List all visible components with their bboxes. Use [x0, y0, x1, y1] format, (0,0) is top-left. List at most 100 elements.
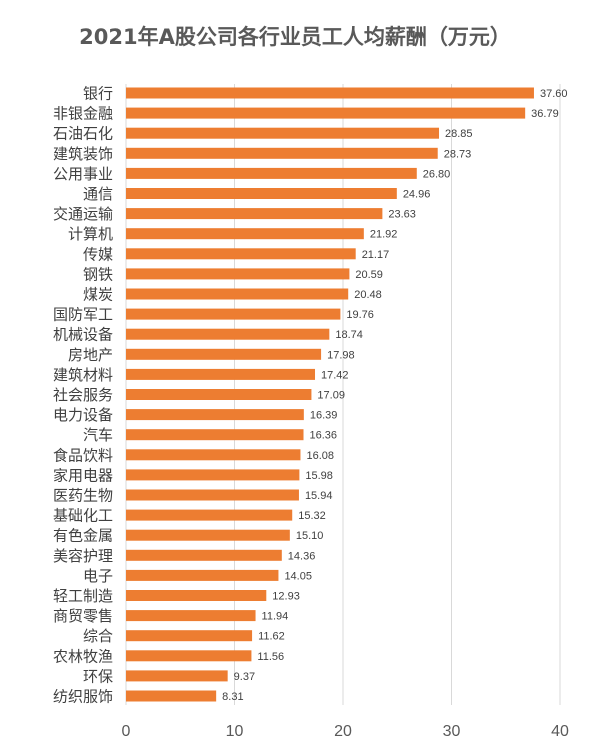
- x-tick-label: 0: [122, 723, 131, 740]
- bar: [126, 569, 279, 581]
- bar: [126, 308, 341, 320]
- gridlines: [125, 84, 561, 705]
- bar: [126, 469, 300, 481]
- bar: [126, 509, 293, 521]
- data-label: 20.48: [354, 289, 382, 301]
- bar: [126, 248, 356, 260]
- data-label: 16.36: [310, 430, 338, 442]
- category-label: 石油石化: [53, 125, 113, 143]
- data-label: 26.80: [423, 168, 451, 180]
- data-label: 14.05: [284, 570, 312, 582]
- bar: [126, 87, 534, 99]
- bar: [126, 127, 440, 139]
- category-label: 传媒: [83, 245, 113, 263]
- category-label: 综合: [83, 627, 113, 645]
- data-label: 8.31: [222, 691, 243, 703]
- category-label: 煤炭: [83, 286, 113, 304]
- bars-group: [126, 87, 534, 702]
- value-labels: 37.60 36.79 28.85 28.73 26.80 24.96 23.63 21.92…: [222, 88, 567, 703]
- data-label: 12.93: [272, 591, 300, 603]
- data-label: 37.60: [540, 88, 568, 100]
- data-label: 28.73: [444, 148, 472, 160]
- category-labels: 银行非银金融石油石化建筑装饰公用事业通信交通运输计算机传媒钢铁煤炭国防军工机械设…: [53, 85, 113, 706]
- data-label: 16.08: [306, 450, 334, 462]
- bar: [126, 549, 282, 561]
- data-label: 23.63: [388, 209, 416, 221]
- category-label: 农林牧渔: [53, 647, 113, 665]
- data-label: 11.94: [262, 611, 289, 623]
- bar: [126, 167, 417, 179]
- bar: [126, 268, 350, 280]
- data-label: 17.42: [321, 369, 349, 381]
- category-label: 国防军工: [53, 306, 113, 324]
- data-label: 20.59: [355, 269, 383, 281]
- bar: [126, 208, 383, 220]
- bar: [126, 409, 304, 421]
- data-label: 17.98: [327, 349, 355, 361]
- category-label: 房地产: [68, 346, 113, 364]
- bar: [126, 147, 438, 159]
- bar: [126, 489, 299, 501]
- data-label: 21.92: [370, 229, 398, 241]
- category-label: 轻工制造: [53, 587, 113, 605]
- x-axis-ticks: 0 10 20 30 40: [122, 723, 569, 740]
- x-tick-label: 40: [551, 723, 569, 740]
- data-label: 14.36: [288, 550, 316, 562]
- category-label: 有色金属: [53, 527, 113, 545]
- category-label: 社会服务: [53, 386, 113, 404]
- data-label: 15.10: [296, 530, 324, 542]
- category-label: 公用事业: [53, 165, 113, 183]
- bar: [126, 650, 252, 662]
- data-label: 11.62: [258, 631, 285, 643]
- bar: [126, 610, 256, 622]
- category-label: 美容护理: [53, 547, 113, 565]
- bar: [126, 670, 228, 682]
- data-label: 9.37: [234, 671, 255, 683]
- category-label: 建筑材料: [53, 366, 113, 384]
- category-label: 电力设备: [53, 406, 113, 424]
- category-label: 非银金融: [53, 105, 113, 123]
- bar: [126, 690, 217, 702]
- category-label: 纺织服饰: [53, 688, 113, 706]
- bar: [126, 348, 322, 360]
- bar: [126, 188, 397, 199]
- category-label: 汽车: [83, 426, 113, 444]
- bar: [126, 429, 304, 441]
- bar: [126, 389, 312, 400]
- data-label: 15.94: [305, 490, 333, 502]
- category-label: 通信: [83, 185, 113, 203]
- data-label: 15.32: [298, 510, 326, 522]
- bar: [126, 368, 316, 380]
- x-tick-label: 20: [334, 723, 352, 740]
- category-label: 商贸零售: [53, 607, 113, 625]
- x-tick-label: 30: [443, 723, 461, 740]
- data-label: 18.74: [335, 329, 363, 341]
- data-label: 24.96: [403, 189, 431, 201]
- bar: [126, 228, 364, 240]
- category-label: 电子: [83, 567, 113, 585]
- data-label: 36.79: [531, 108, 559, 120]
- x-tick-label: 10: [226, 723, 244, 740]
- data-label: 15.98: [305, 470, 333, 482]
- chart-title: 2021年A股公司各行业员工人均薪酬（万元）: [79, 25, 511, 49]
- data-label: 21.17: [362, 249, 390, 261]
- bar: [126, 590, 267, 601]
- bar: [126, 107, 526, 119]
- bar: [126, 328, 330, 340]
- bar: [126, 529, 290, 541]
- category-label: 环保: [83, 667, 113, 685]
- category-label: 钢铁: [83, 265, 113, 283]
- data-label: 17.09: [317, 390, 345, 402]
- category-label: 医药生物: [53, 487, 113, 505]
- category-label: 家用电器: [53, 466, 113, 484]
- data-label: 11.56: [257, 651, 284, 663]
- category-label: 食品饮料: [53, 446, 113, 464]
- category-label: 基础化工: [53, 507, 113, 525]
- category-label: 银行: [83, 85, 113, 103]
- category-label: 建筑装饰: [53, 145, 113, 163]
- bar: [126, 630, 253, 642]
- category-label: 交通运输: [53, 205, 113, 223]
- bar: [126, 288, 349, 300]
- data-label: 16.39: [310, 410, 338, 422]
